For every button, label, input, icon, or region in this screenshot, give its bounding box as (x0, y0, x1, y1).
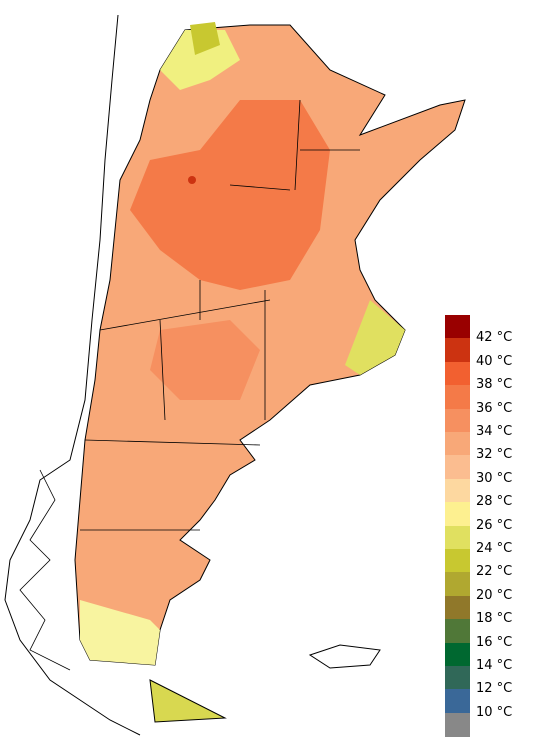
legend-swatch (445, 315, 470, 339)
legend-swatch (445, 338, 470, 363)
legend-swatch (445, 408, 470, 433)
legend-swatch (445, 432, 470, 456)
legend-swatch (445, 525, 470, 550)
legend-label: 42 °C (476, 330, 513, 346)
legend-swatch (445, 619, 470, 644)
legend-label: 30 °C (476, 470, 513, 486)
legend-label: 12 °C (476, 681, 513, 697)
legend-swatch (445, 478, 470, 503)
legend-label: 16 °C (476, 634, 513, 650)
legend-swatch (445, 385, 470, 410)
tierra-del-fuego (149, 679, 227, 723)
cool-zone (190, 22, 220, 55)
legend-label: 22 °C (476, 564, 513, 580)
legend-label: 38 °C (476, 377, 513, 393)
legend-swatch (445, 666, 470, 690)
legend-swatch (445, 689, 470, 714)
islands (19, 469, 71, 671)
legend-label: 24 °C (476, 541, 513, 556)
legend-swatch (445, 549, 470, 573)
hot-zone (150, 320, 260, 400)
cool-zone (345, 300, 405, 375)
legend-label: 32 °C (476, 447, 513, 463)
legend-label: 20 °C (476, 587, 513, 603)
legend-label: 10 °C (476, 704, 513, 720)
hot-spot (188, 176, 196, 184)
legend-swatch (445, 712, 470, 737)
legend-label: 28 °C (476, 494, 513, 510)
legend-label: 26 °C (476, 517, 513, 533)
legend-swatch (445, 572, 470, 597)
hot-zone (130, 100, 330, 290)
province-borders (80, 99, 360, 531)
cool-zone (80, 600, 160, 665)
legend-label: 40 °C (476, 353, 513, 369)
legend-label: 36 °C (476, 400, 513, 416)
legend-label: 14 °C (476, 658, 513, 673)
legend-label: 18 °C (476, 611, 513, 627)
legend-swatch (445, 502, 470, 527)
legend-swatch (445, 455, 470, 480)
malvinas (308, 644, 381, 669)
chile-coast (4, 14, 141, 736)
legend-swatch (445, 361, 470, 386)
legend-swatch (445, 642, 470, 667)
legend-label: 34 °C (476, 424, 513, 439)
legend-swatch (445, 595, 470, 620)
